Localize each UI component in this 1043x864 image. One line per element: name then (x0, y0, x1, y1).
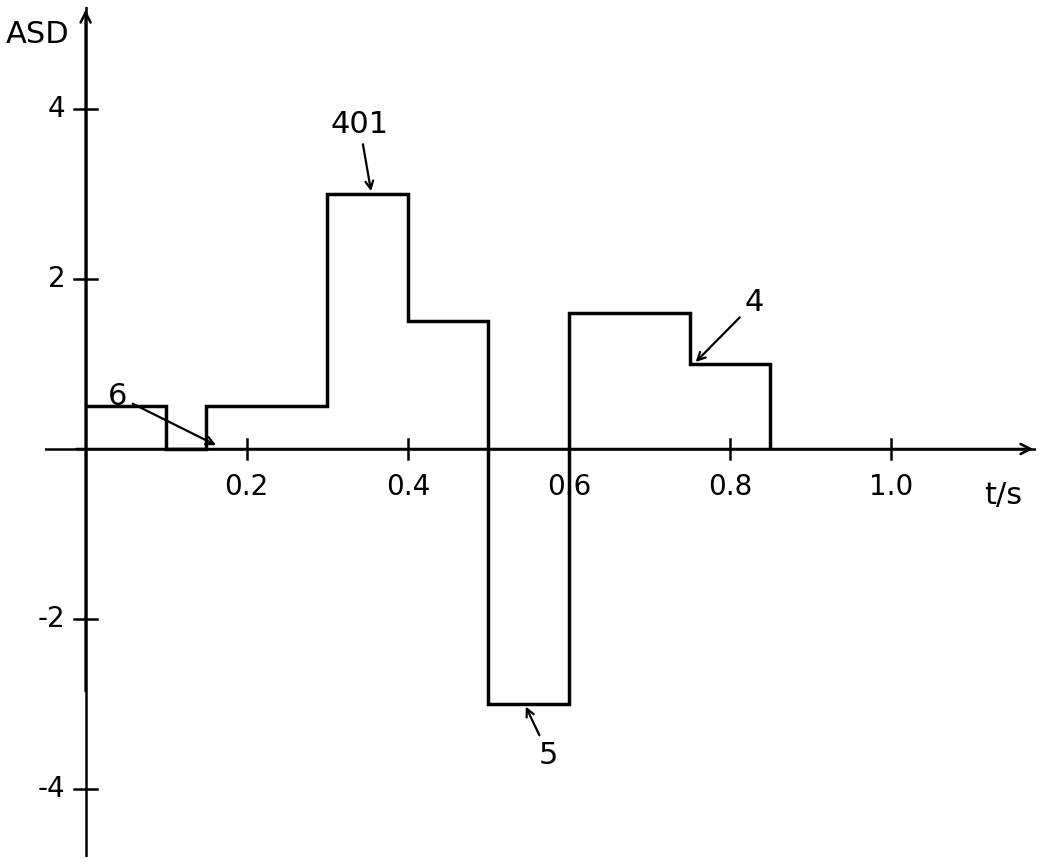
Text: 6: 6 (108, 382, 214, 444)
Text: 0.6: 0.6 (547, 473, 591, 501)
Text: 4: 4 (698, 289, 763, 360)
Text: t/s: t/s (984, 481, 1022, 511)
Text: ASD: ASD (5, 20, 69, 48)
Text: 0.2: 0.2 (224, 473, 269, 501)
Text: 1.0: 1.0 (869, 473, 914, 501)
Text: -4: -4 (38, 775, 66, 803)
Text: 0.4: 0.4 (386, 473, 430, 501)
Text: 401: 401 (331, 110, 389, 188)
Text: 4: 4 (48, 95, 66, 123)
Text: 0.8: 0.8 (708, 473, 752, 501)
Text: -2: -2 (38, 605, 66, 633)
Text: 5: 5 (527, 708, 558, 770)
Text: 2: 2 (48, 265, 66, 293)
